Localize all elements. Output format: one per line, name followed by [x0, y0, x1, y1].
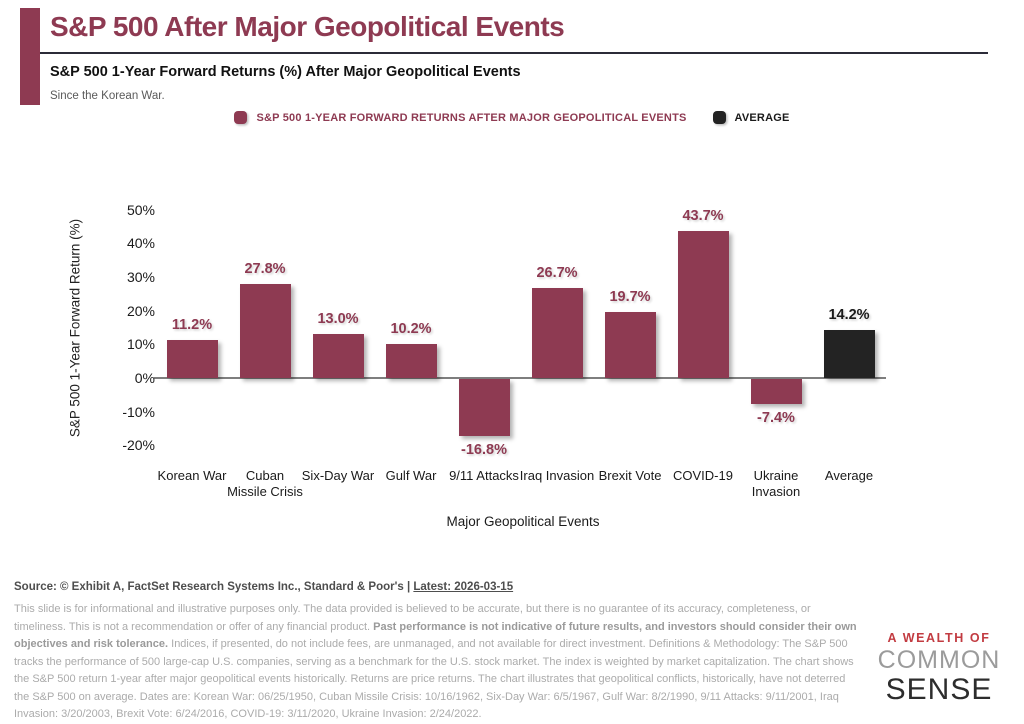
x-axis-category-label-gulf-war: Gulf War: [385, 468, 437, 483]
source-line: Source: © Exhibit A, FactSet Research Sy…: [14, 581, 513, 593]
x-axis-category-label-iraq-invasion: Iraq Invasion: [519, 468, 595, 483]
x-axis-category-label-cuban-missile-crisis: Cuban Missile Crisis: [227, 468, 303, 499]
logo-line-2: COMMON: [877, 646, 1001, 674]
legend-item-average: AVERAGE: [712, 111, 790, 124]
x-axis-category-label-covid-19: COVID-19: [673, 468, 733, 483]
bar-value-label-gulf-war: 10.2%: [390, 320, 432, 337]
chart-tagline: Since the Korean War.: [50, 90, 165, 102]
bar-brexit-vote: [604, 311, 656, 378]
source-text: Source: © Exhibit A, FactSet Research Sy…: [14, 581, 414, 593]
bar-value-label-ukraine-invasion: -7.4%: [757, 409, 795, 426]
disclaimer-part2: Indices, if presented, do not include fe…: [14, 638, 854, 720]
bar-gulf-war: [385, 343, 437, 378]
logo-line-1: A WEALTH OF: [887, 631, 991, 645]
bar-value-label-brexit-vote: 19.7%: [609, 288, 651, 305]
bar-ukraine-invasion: [750, 379, 802, 404]
bar-value-label-iraq-invasion: 26.7%: [536, 265, 578, 282]
bar-value-label-covid-19: 43.7%: [682, 207, 724, 224]
bar-average: [823, 330, 875, 378]
zero-baseline: [154, 377, 886, 379]
legend-item-label: AVERAGE: [734, 111, 790, 124]
y-axis-tick-label: 20%: [126, 302, 155, 319]
chart-legend: S&P 500 1-YEAR FORWARD RETURNS AFTER MAJ…: [0, 111, 1024, 124]
bar-value-label-cuban-missile-crisis: 27.8%: [244, 261, 286, 278]
y-axis-tick-label: 0%: [134, 370, 155, 386]
a-wealth-of-common-sense-logo: A WEALTH OF COMMON SENSE: [866, 631, 1012, 707]
bar-9-11-attacks: [458, 379, 510, 436]
logo-line-3: SENSE: [885, 673, 993, 706]
x-axis-category-label-korean-war: Korean War: [157, 468, 227, 483]
returns-series-swatch-icon: [234, 111, 248, 124]
title-accent-bar: [20, 8, 40, 105]
y-axis-tick-label: 50%: [126, 201, 155, 218]
average-series-swatch-icon: [712, 111, 726, 124]
x-axis-category-label-average: Average: [824, 468, 874, 483]
x-axis-category-label-ukraine-invasion: Ukraine Invasion: [751, 468, 801, 499]
y-axis-tick-label: 10%: [126, 336, 155, 353]
y-axis-title: S&P 500 1-Year Forward Return (%): [67, 218, 83, 438]
title-divider: [40, 52, 988, 54]
x-axis-category-label-9-11-attacks: 9/11 Attacks: [449, 468, 519, 483]
source-latest-date[interactable]: Latest: 2026-03-15: [413, 581, 514, 593]
y-axis-tick-label: 30%: [126, 268, 155, 285]
disclaimer-text: This slide is for informational and illu…: [14, 601, 862, 724]
disclaimer-part1: This slide is for informational and illu…: [14, 603, 811, 633]
bar-value-label-9-11-attacks: -16.8%: [461, 441, 507, 458]
y-axis-tick-label: 40%: [126, 235, 155, 252]
chart-subtitle: S&P 500 1-Year Forward Returns (%) After…: [50, 64, 521, 80]
bar-value-label-average: 14.2%: [828, 307, 870, 324]
bar-korean-war: [166, 340, 218, 378]
page-title: S&P 500 After Major Geopolitical Events: [50, 11, 565, 42]
bar-iraq-invasion: [531, 288, 583, 378]
y-axis-tick-label: -10%: [122, 403, 155, 420]
y-axis-tick-label: -20%: [122, 437, 155, 454]
legend-item-label: S&P 500 1-YEAR FORWARD RETURNS AFTER MAJ…: [256, 111, 687, 124]
disclaimer-bold: Past performance is not indicative of fu…: [14, 620, 857, 651]
bar-six-day-war: [312, 334, 364, 378]
x-axis-category-label-brexit-vote: Brexit Vote: [598, 468, 662, 483]
x-axis-category-label-six-day-war: Six-Day War: [301, 468, 375, 483]
bar-cuban-missile-crisis: [239, 284, 291, 378]
bar-value-label-korean-war: 11.2%: [171, 317, 213, 334]
legend-item-returns: S&P 500 1-YEAR FORWARD RETURNS AFTER MAJ…: [234, 111, 686, 124]
bar-value-label-six-day-war: 13.0%: [317, 311, 359, 328]
x-axis-title: Major Geopolitical Events: [446, 514, 600, 529]
bar-covid-19: [677, 230, 729, 378]
